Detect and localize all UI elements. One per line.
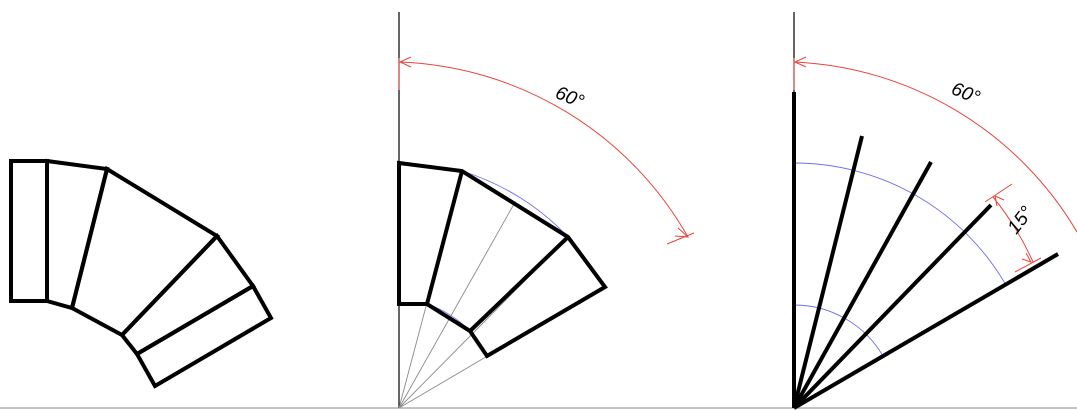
panel-elbow-outline: [9, 158, 274, 389]
dimension-arrow: [994, 195, 1005, 207]
angle-dimension-arc: [398, 61, 689, 238]
elbow-seam: [468, 235, 570, 333]
dimension-arrow: [1021, 252, 1033, 263]
dimension-extension: [984, 183, 1013, 203]
elbow-end-cap: [9, 159, 49, 303]
dimension-arrow: [793, 56, 807, 68]
division-ray-30deg: [792, 161, 933, 409]
dimension-arrow: [674, 227, 690, 238]
elbow-seam: [425, 170, 464, 305]
dimension-extension: [1014, 257, 1042, 273]
angle-label: 60°: [552, 83, 587, 113]
panel-elbow-construction: 60°: [397, 12, 695, 409]
angle-label: 60°: [948, 79, 983, 109]
outer-construction-arc: [461, 170, 569, 238]
elbow-body: [397, 160, 608, 359]
elbow-end-segment: [134, 283, 274, 389]
construction-ray: [398, 203, 515, 409]
elbow-segment-3: [119, 232, 256, 357]
division-ray-60deg: [792, 252, 1060, 410]
dimension-arrow: [398, 56, 412, 68]
dimension-extension: [666, 232, 695, 245]
outer-construction-arc: [793, 162, 1007, 286]
angle-dimension-arc: [793, 61, 1077, 233]
division-ray-45deg: [792, 203, 993, 410]
step-angle-label: 15°: [1004, 202, 1038, 238]
division-ray-15deg: [792, 135, 864, 409]
panel-segment-angles: 60° 15°: [792, 12, 1077, 410]
